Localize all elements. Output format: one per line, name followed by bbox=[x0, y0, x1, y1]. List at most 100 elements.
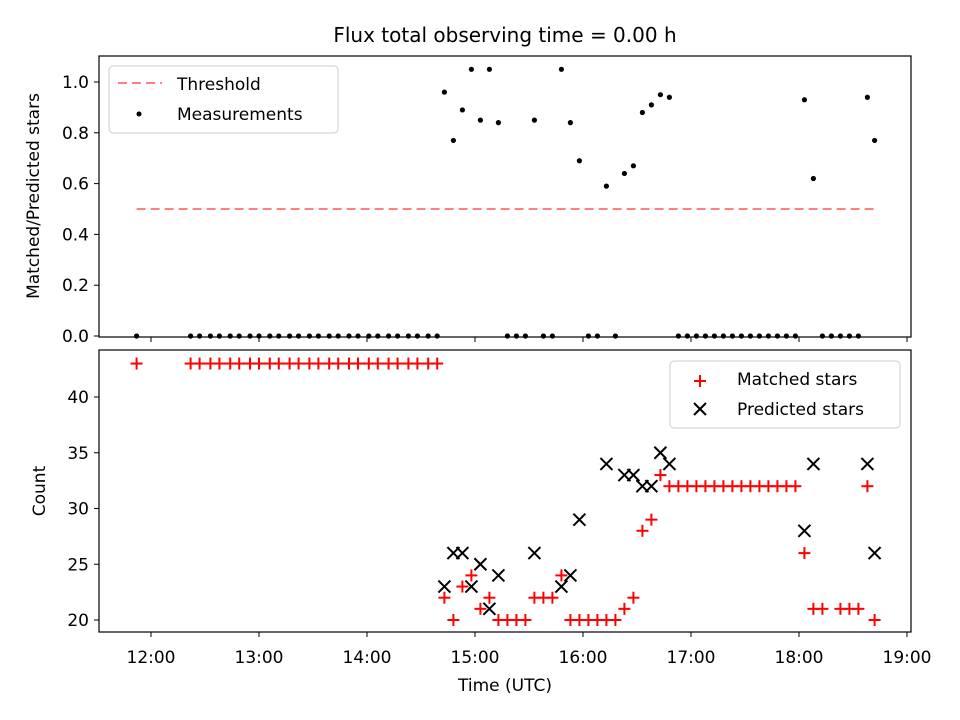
bottom-x-tick-label: 13:00 bbox=[235, 648, 284, 668]
measurement-point bbox=[792, 333, 799, 339]
measurement-point bbox=[386, 333, 392, 339]
bottom-x-tick-label: 16:00 bbox=[559, 648, 608, 668]
measurement-point bbox=[783, 333, 790, 339]
measurement-point bbox=[774, 333, 781, 339]
top-y-tick-label: 0.0 bbox=[62, 327, 89, 347]
predicted-legend-swatch bbox=[693, 402, 707, 416]
measurement-point bbox=[765, 333, 772, 339]
bottom-y-tick-label: 35 bbox=[67, 444, 89, 464]
bottom-x-tick-label: 18:00 bbox=[775, 648, 824, 668]
matched-legend-label: Matched stars bbox=[737, 370, 857, 390]
top-y-tick-label: 0.2 bbox=[62, 276, 89, 296]
top-y-tick-label: 0.8 bbox=[62, 124, 89, 144]
measurement-point bbox=[346, 333, 352, 339]
measurement-point bbox=[711, 333, 718, 339]
threshold-legend-label: Threshold bbox=[176, 75, 261, 95]
measurement-point bbox=[540, 333, 547, 339]
measurement-point bbox=[819, 333, 826, 339]
matched-star-point bbox=[371, 357, 384, 370]
matched-star-point bbox=[332, 357, 345, 370]
measurement-point bbox=[585, 333, 592, 339]
predicted-star-point bbox=[455, 546, 470, 560]
measurement-point bbox=[405, 333, 411, 339]
measurement-point bbox=[395, 333, 401, 339]
measurement-point bbox=[296, 333, 302, 339]
measurement-point bbox=[326, 333, 332, 339]
chart-title: Flux total observing time = 0.00 h bbox=[333, 23, 676, 47]
measurement-point bbox=[675, 333, 682, 339]
measurement-point bbox=[693, 333, 700, 339]
measurement-point bbox=[702, 333, 709, 339]
matched-star-point bbox=[411, 357, 424, 370]
matched-star-point bbox=[546, 591, 559, 604]
measurement-point bbox=[207, 333, 213, 339]
matched-star-point bbox=[391, 357, 404, 370]
bottom-y-tick-label: 25 bbox=[67, 555, 89, 575]
matched-star-point bbox=[465, 569, 478, 582]
bottom-y-ticks: 20 25 30 35 40 bbox=[67, 388, 99, 631]
bottom-panel: 20 25 30 35 40 12:00 13:00 14:00 15:00 16:00 17:0… bbox=[30, 349, 932, 696]
measurements-legend-label: Measurements bbox=[177, 105, 303, 125]
measurement-point bbox=[486, 66, 492, 72]
matched-star-point bbox=[636, 524, 649, 537]
matched-star-point bbox=[456, 580, 469, 593]
measurement-point bbox=[549, 333, 556, 339]
matched-star-point bbox=[798, 547, 811, 560]
matched-star-point bbox=[253, 357, 265, 370]
measurement-point bbox=[425, 333, 431, 339]
measurement-points bbox=[134, 66, 878, 339]
measurement-point bbox=[247, 333, 253, 339]
predicted-star-point bbox=[662, 457, 677, 471]
matched-star-point bbox=[447, 614, 460, 626]
measurement-point bbox=[846, 333, 853, 339]
measurement-point bbox=[594, 333, 601, 339]
predicted-star-point bbox=[572, 512, 587, 527]
predicted-stars-points bbox=[437, 446, 882, 616]
predicted-star-point bbox=[563, 568, 578, 583]
measurement-point bbox=[315, 333, 321, 339]
measurement-point bbox=[872, 137, 878, 144]
bottom-x-ticks: 12:00 13:00 14:00 15:00 16:00 17:00 18:00 19:00 bbox=[127, 632, 932, 668]
predicted-star-point bbox=[644, 479, 659, 493]
measurement-point bbox=[495, 120, 501, 126]
top-legend: Threshold Measurements bbox=[108, 65, 339, 134]
bottom-plot-frame bbox=[98, 349, 912, 633]
matched-star-point bbox=[609, 614, 622, 626]
matched-star-point bbox=[868, 614, 881, 626]
matched-star-point bbox=[852, 602, 865, 615]
measurement-point bbox=[720, 333, 727, 339]
predicted-star-point bbox=[527, 546, 542, 560]
measurement-point bbox=[434, 333, 440, 339]
measurement-point bbox=[738, 333, 745, 339]
measurement-point bbox=[522, 333, 529, 339]
matched-star-point bbox=[130, 357, 143, 370]
matched-star-point bbox=[519, 614, 532, 626]
matched-star-point bbox=[438, 591, 451, 604]
top-y-axis-label: Matched/Predicted stars bbox=[24, 93, 44, 299]
matched-star-point bbox=[618, 602, 631, 615]
measurement-point bbox=[267, 333, 273, 339]
measurement-point bbox=[801, 97, 808, 103]
matched-star-point bbox=[483, 591, 496, 604]
matched-star-point bbox=[292, 357, 305, 370]
bottom-y-tick-label: 40 bbox=[67, 388, 89, 408]
measurement-point bbox=[306, 333, 312, 339]
measurement-point bbox=[513, 333, 520, 339]
predicted-star-point bbox=[797, 524, 812, 538]
predicted-star-point bbox=[437, 579, 452, 594]
bottom-legend-box bbox=[669, 360, 901, 429]
measurement-point bbox=[576, 158, 583, 164]
matched-star-point bbox=[233, 357, 246, 370]
top-y-ticks: 0.0 0.2 0.4 0.6 0.8 1.0 bbox=[62, 73, 99, 347]
matched-star-point bbox=[627, 591, 640, 604]
measurement-point bbox=[197, 333, 203, 339]
measurement-point bbox=[450, 137, 456, 144]
predicted-star-point bbox=[491, 568, 506, 583]
predicted-legend-label: Predicted stars bbox=[737, 400, 864, 420]
measurement-point bbox=[666, 94, 673, 100]
measurement-point bbox=[375, 333, 381, 339]
top-y-tick-label: 0.6 bbox=[62, 175, 89, 195]
measurement-point bbox=[468, 66, 474, 72]
bottom-x-tick-label: 19:00 bbox=[883, 648, 932, 668]
